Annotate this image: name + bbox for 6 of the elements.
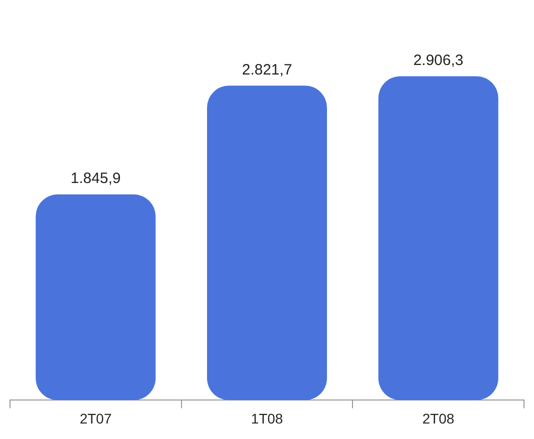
- data-label: 2.906,3: [413, 52, 464, 69]
- x-tick-label: 2T08: [422, 410, 454, 426]
- data-label: 2.821,7: [242, 61, 292, 78]
- data-label: 1.845,9: [70, 170, 121, 188]
- x-tick-label: 1T08: [251, 410, 284, 426]
- x-tick-label: 2T07: [80, 410, 112, 426]
